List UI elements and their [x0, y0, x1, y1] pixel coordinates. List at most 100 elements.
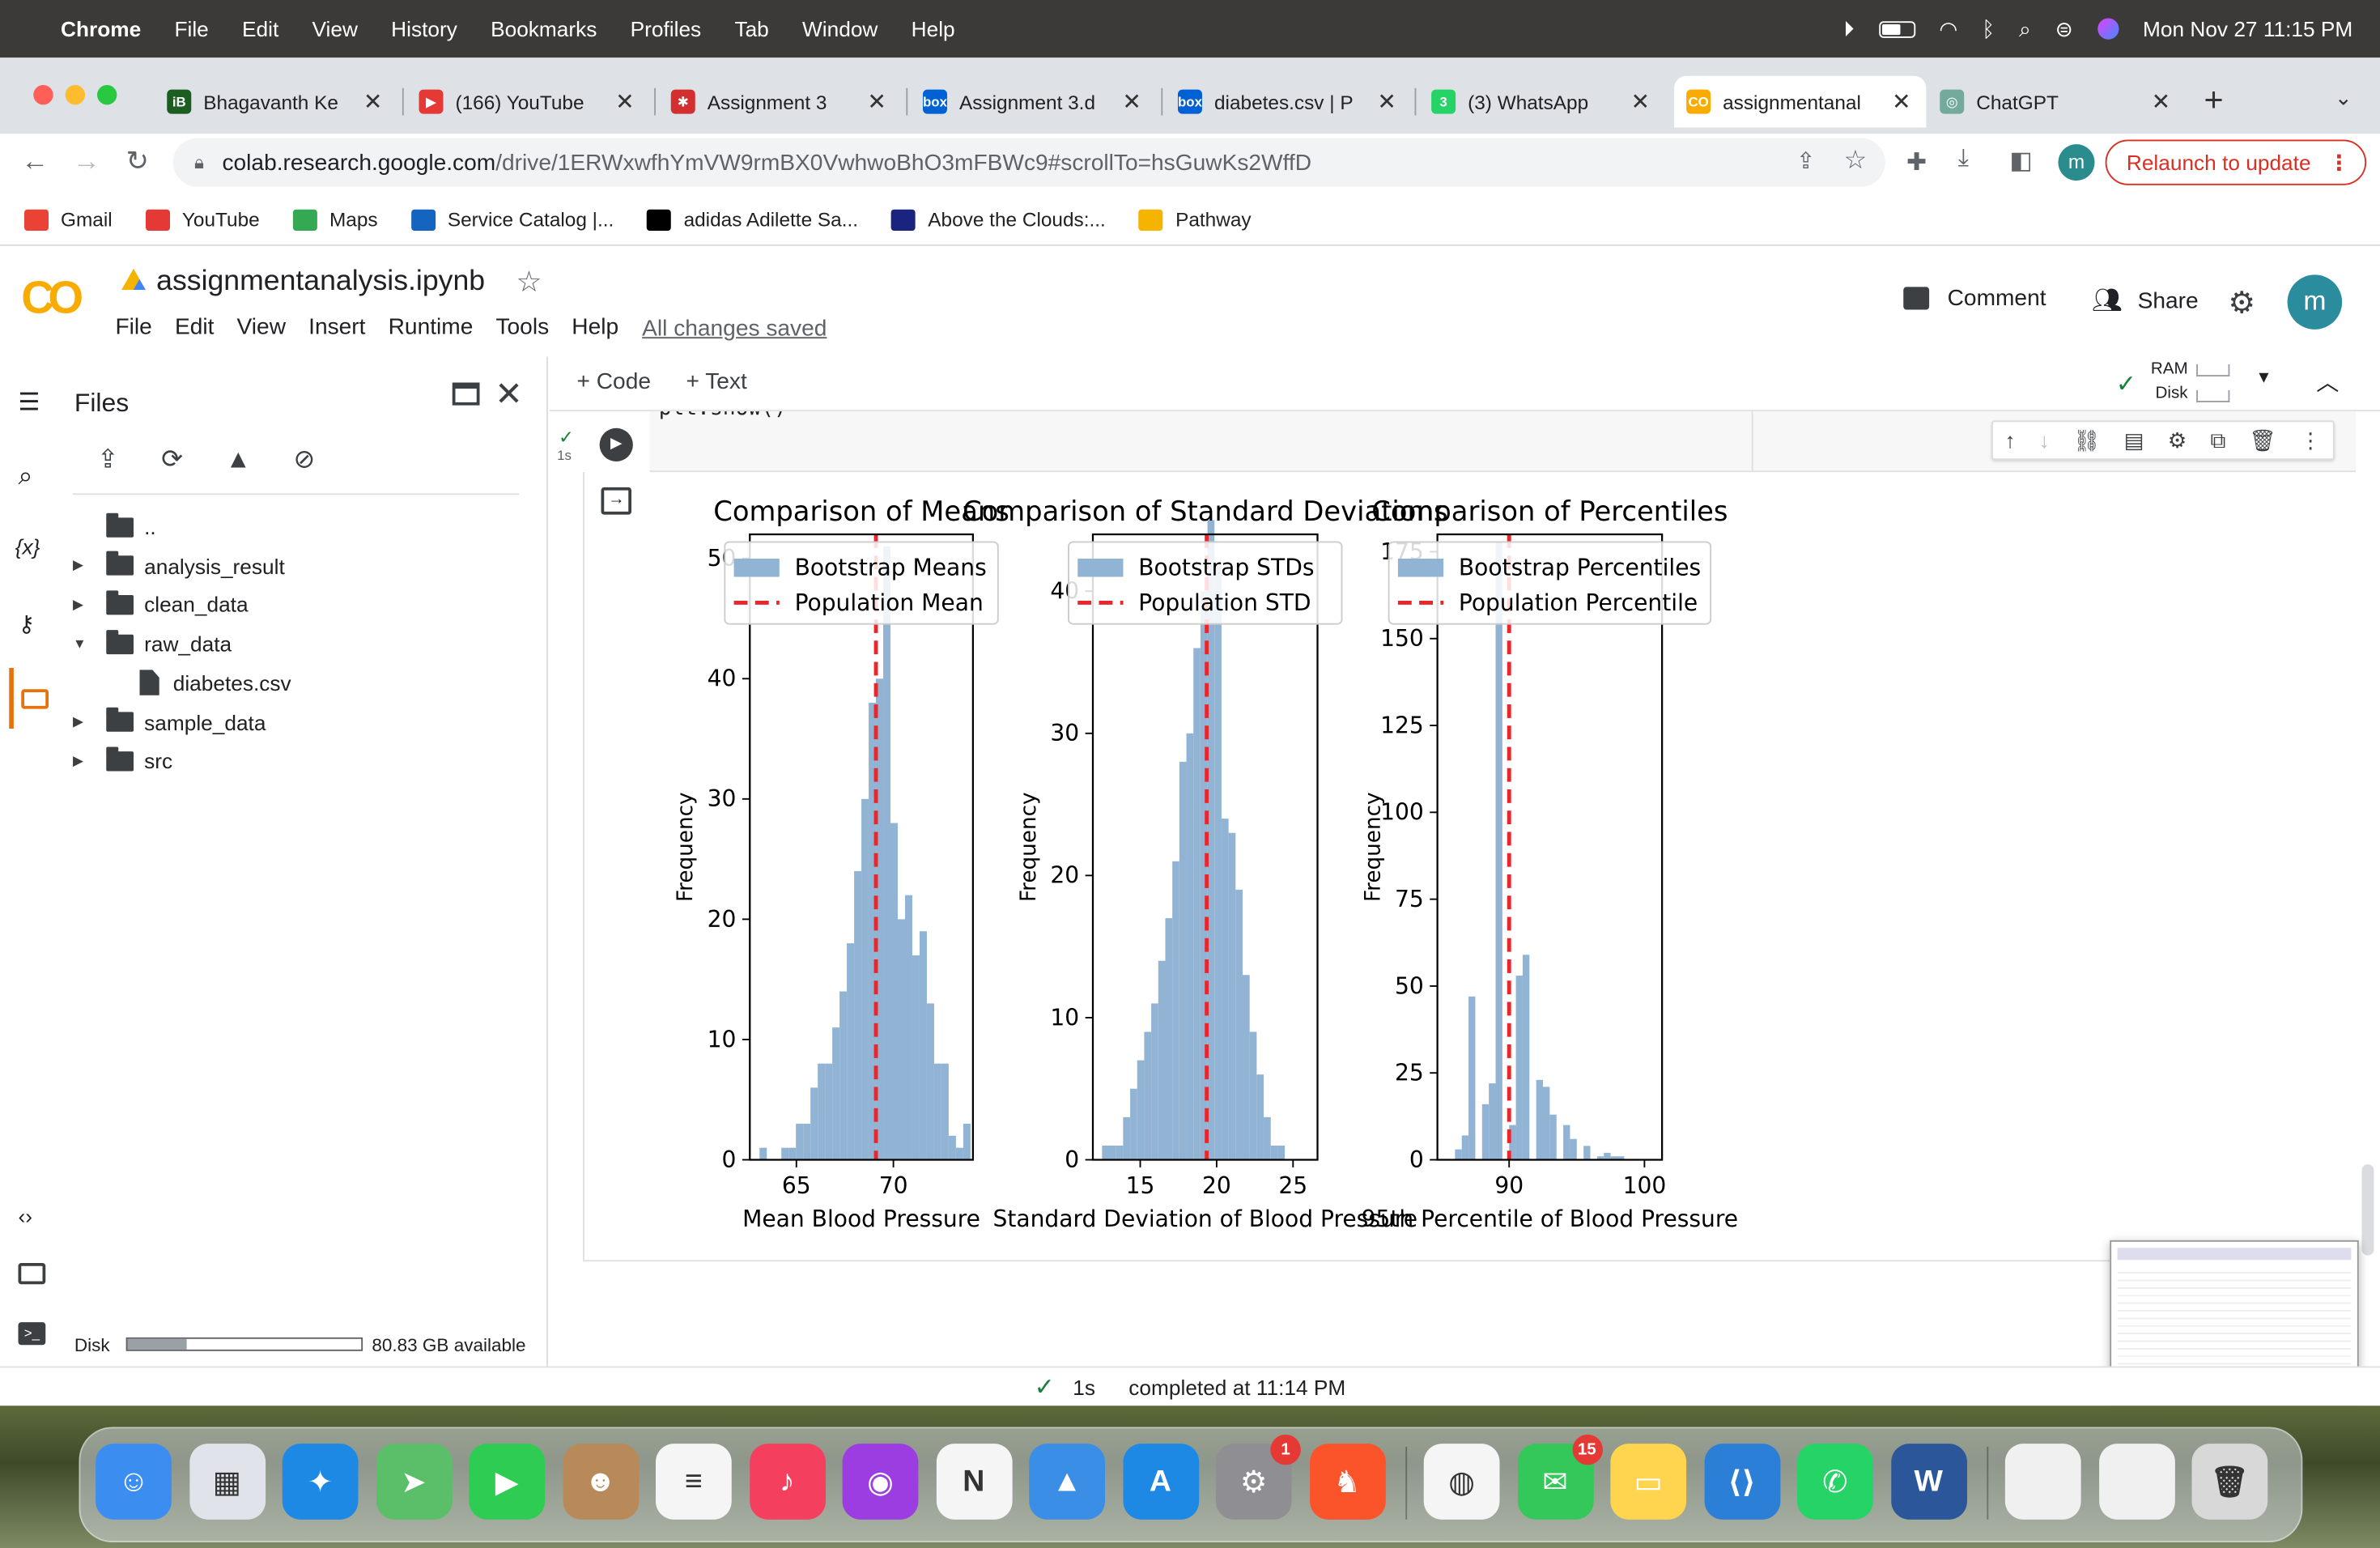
back-arrow-icon[interactable]: ← — [21, 146, 49, 176]
tab-7[interactable]: ◎ ChatGPT ✕ — [1927, 76, 2186, 128]
forward-arrow-icon[interactable]: → — [73, 146, 100, 176]
menubar-window[interactable]: Window — [802, 16, 878, 41]
tab-4[interactable]: box diabetes.csv | P ✕ — [1166, 76, 1412, 128]
dock-safari-icon[interactable]: ✦ — [282, 1444, 359, 1520]
dock-trash-icon[interactable]: 🗑 — [2191, 1444, 2268, 1520]
menubar-clock[interactable]: Mon Nov 27 11:15 PM — [2143, 16, 2353, 41]
secrets-key-icon[interactable]: ⚷ — [18, 611, 36, 638]
dock-contacts-icon[interactable]: ☻ — [562, 1444, 639, 1520]
close-window-button[interactable] — [33, 85, 53, 105]
dock-notes-icon[interactable]: ▭ — [1610, 1444, 1687, 1520]
colab-menu-insert[interactable]: Insert — [308, 314, 366, 340]
bookmark-item[interactable]: Service Catalog |... — [410, 208, 614, 231]
wifi-icon[interactable]: ◠ — [1939, 15, 1958, 40]
tab-1[interactable]: ▶ (166) YouTube ✕ — [407, 76, 650, 128]
cell-settings-gear-icon[interactable]: ⚙ — [2167, 427, 2187, 452]
notebook-title[interactable]: assignmentanalysis.ipynb — [156, 266, 486, 298]
share-button[interactable]: 👥︎ Share — [2092, 286, 2199, 317]
battery-icon[interactable] — [1878, 20, 1915, 37]
file-tree-row[interactable]: ▶ analysis_result — [73, 549, 285, 582]
bookmark-item[interactable]: Gmail — [24, 208, 113, 231]
lock-icon[interactable]: 🔒︎ — [194, 151, 204, 172]
dock-word-icon[interactable]: W — [1890, 1444, 1967, 1520]
dock-keynote-icon[interactable]: ▲ — [1029, 1444, 1105, 1520]
dock-preview-thumb-2-icon[interactable] — [2098, 1444, 2174, 1520]
minimize-window-button[interactable] — [65, 85, 85, 105]
code-snippets-icon[interactable]: ‹› — [18, 1203, 32, 1228]
terminal-icon[interactable]: >_ — [18, 1322, 46, 1346]
comment-button[interactable]: Comment — [1903, 286, 2046, 311]
mount-drive-icon[interactable]: ▲ — [225, 444, 251, 474]
colab-menu-tools[interactable]: Tools — [495, 314, 550, 340]
more-vert-icon[interactable]: ⋮ — [2328, 149, 2350, 174]
dock-chrome-icon[interactable]: ◍ — [1423, 1444, 1500, 1520]
save-status-link[interactable]: All changes saved — [642, 316, 827, 342]
command-palette-icon[interactable] — [18, 1263, 46, 1285]
close-tab-icon[interactable]: ✕ — [1630, 89, 1651, 116]
new-tab-button[interactable]: + — [2204, 80, 2224, 119]
close-tab-icon[interactable]: ✕ — [363, 89, 383, 116]
folder-icon[interactable] — [21, 689, 49, 709]
bookmark-item[interactable]: Maps — [292, 208, 378, 231]
comment-icon[interactable]: ▤ — [2123, 427, 2144, 452]
colab-menu-runtime[interactable]: Runtime — [388, 314, 474, 340]
delete-trash-icon[interactable]: 🗑︎ — [2249, 427, 2276, 452]
dock-system-settings-icon[interactable]: ⚙ 1 — [1215, 1434, 1301, 1520]
close-tab-icon[interactable]: ✕ — [867, 89, 886, 116]
colab-logo[interactable]: CO — [21, 273, 83, 324]
tab-3[interactable]: box Assignment 3.d ✕ — [911, 76, 1157, 128]
runtime-dropdown-icon[interactable]: ▼ — [2255, 368, 2272, 388]
close-tab-icon[interactable]: ✕ — [2151, 89, 2171, 116]
collapse-chevron-icon[interactable]: ︿ — [2316, 370, 2340, 397]
upload-file-icon[interactable]: ⇪ — [97, 444, 119, 474]
address-bar[interactable]: 🔒︎ colab.research.google.com/drive/1ERWx… — [172, 138, 1885, 187]
reload-icon[interactable]: ↻ — [125, 146, 149, 176]
bookmark-item[interactable]: adidas Adilette Sa... — [647, 208, 858, 231]
colab-menu-view[interactable]: View — [236, 314, 287, 340]
close-icon[interactable]: ✕ — [495, 375, 523, 413]
menubar-app[interactable]: Chrome — [61, 16, 142, 41]
caret-right-icon[interactable]: ▶ — [73, 596, 83, 612]
dock-finder-icon[interactable]: ☺ — [96, 1444, 172, 1520]
siri-icon[interactable] — [2097, 18, 2119, 40]
move-up-arrow-icon[interactable]: ↑ — [2004, 427, 2016, 453]
play-icon[interactable]: ⏵ — [1843, 15, 1855, 40]
file-tree-row[interactable]: diabetes.csv — [139, 666, 291, 700]
add-text-button[interactable]: + Text — [686, 368, 747, 395]
file-tree-row[interactable]: ▼ raw_data — [73, 627, 232, 661]
close-tab-icon[interactable]: ✕ — [1122, 89, 1141, 116]
control-center-icon[interactable]: ⊜ — [2055, 15, 2073, 40]
dock-vscode-icon[interactable]: ⟨⟩ — [1703, 1444, 1780, 1520]
bookmark-star-icon[interactable]: ☆ — [1843, 146, 1868, 175]
caret-down-icon[interactable]: ▼ — [73, 636, 87, 652]
colab-menu-help[interactable]: Help — [572, 314, 619, 340]
dock-news-icon[interactable]: N — [935, 1444, 1012, 1520]
add-code-button[interactable]: + Code — [576, 368, 651, 395]
google-drive-icon[interactable] — [121, 268, 146, 291]
code-line[interactable]: plt.show() — [659, 411, 787, 420]
colab-menu-file[interactable]: File — [115, 314, 152, 340]
file-tree-row[interactable]: ▶ src — [73, 744, 172, 777]
dock-facetime-icon[interactable]: ▶ — [469, 1444, 546, 1520]
extensions-puzzle-icon[interactable]: ✚ — [1906, 150, 1927, 176]
search-icon[interactable]: ⌕ — [18, 461, 33, 491]
search-icon[interactable]: ⌕ — [2019, 15, 2031, 40]
table-of-contents-icon[interactable]: ☰ — [18, 389, 40, 416]
output-action-icon[interactable]: → — [601, 487, 631, 515]
menubar-help[interactable]: Help — [911, 16, 955, 41]
menubar-bookmarks[interactable]: Bookmarks — [491, 16, 597, 41]
caret-right-icon[interactable]: ▶ — [73, 557, 83, 573]
tab-0[interactable]: iB Bhagavanth Ke ✕ — [155, 76, 397, 128]
zoom-window-button[interactable] — [97, 85, 117, 105]
side-panel-icon[interactable]: ◧ — [2009, 148, 2033, 175]
dock-launchpad-icon[interactable]: ▦ — [189, 1444, 266, 1520]
tab-6[interactable]: CO assignmentanal ✕ — [1674, 75, 1927, 128]
dock-podcasts-icon[interactable]: ◉ — [842, 1444, 919, 1520]
caret-right-icon[interactable]: ▶ — [73, 752, 83, 768]
close-tab-icon[interactable]: ✕ — [1892, 89, 1911, 116]
settings-gear-icon[interactable]: ⚙ — [2228, 287, 2256, 321]
dock-preview-thumb-1-icon[interactable] — [2004, 1444, 2081, 1520]
tab-5[interactable]: 3 (3) WhatsApp ✕ — [1419, 76, 1665, 128]
menubar-edit[interactable]: Edit — [242, 16, 279, 41]
run-cell-button[interactable]: ▶ — [599, 427, 633, 461]
